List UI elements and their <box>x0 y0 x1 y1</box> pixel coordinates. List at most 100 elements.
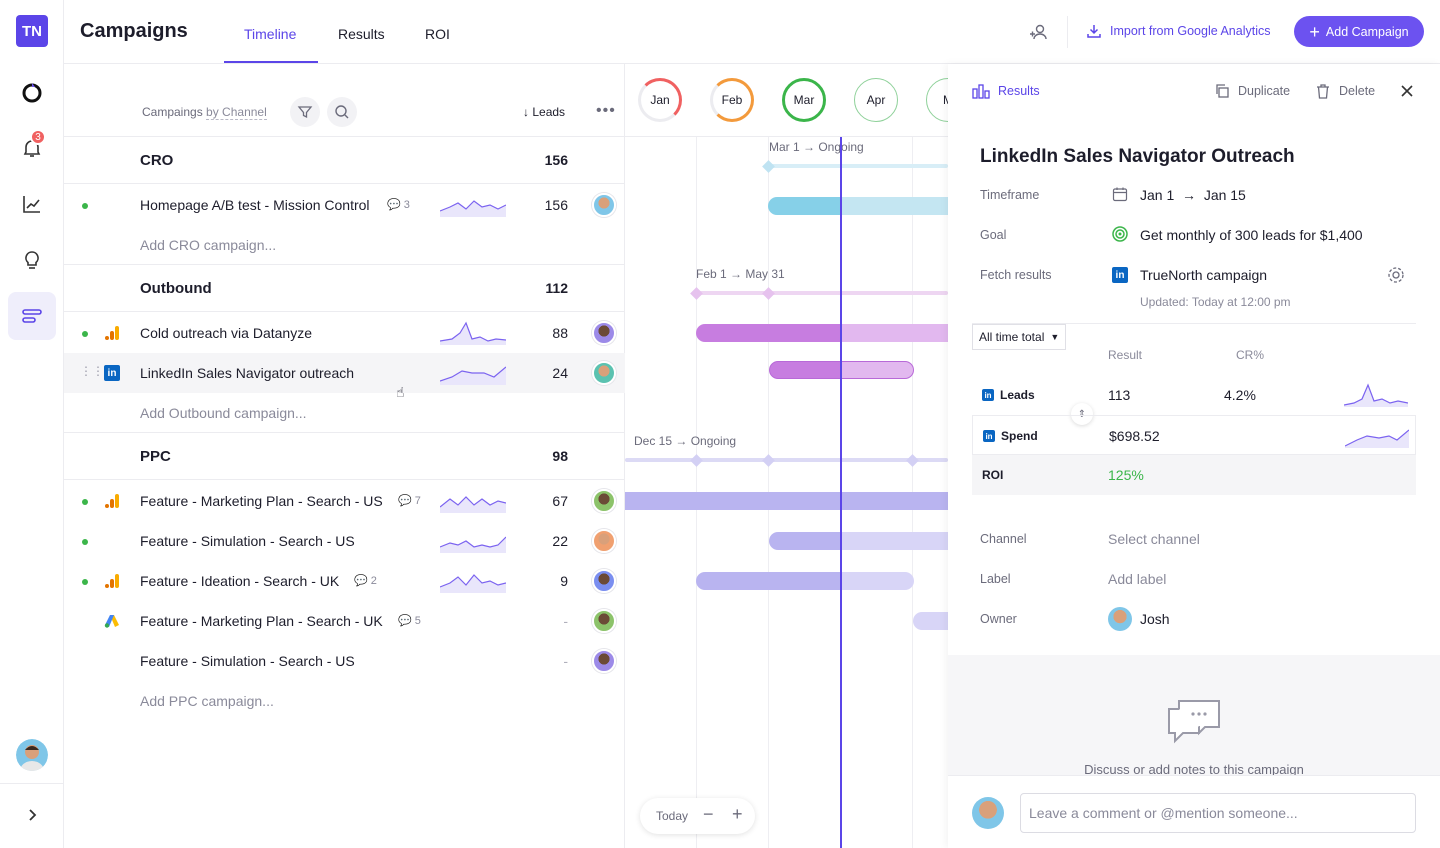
owner-avatar[interactable] <box>592 649 616 673</box>
user-avatar[interactable] <box>16 739 48 771</box>
campaign-row[interactable]: Feature - Ideation - Search - UK 💬 2 9 <box>64 561 625 601</box>
milestone-marker[interactable] <box>906 454 919 467</box>
owner-avatar[interactable] <box>592 529 616 553</box>
close-panel-button[interactable] <box>1400 84 1414 103</box>
month-feb[interactable]: Feb <box>710 78 754 122</box>
delete-button[interactable]: Delete <box>1315 83 1375 99</box>
comment-icon: 💬 <box>398 615 412 627</box>
group-header-cro[interactable]: CRO 156 <box>64 136 625 184</box>
add-label-field[interactable]: Add label <box>1108 571 1167 587</box>
campaign-row[interactable]: Cold outreach via Datanyze 88 <box>64 313 625 353</box>
comment-count[interactable]: 💬 3 <box>387 198 410 212</box>
scatter-chart-icon <box>23 196 40 213</box>
metric-row-spend[interactable]: in Spend $698.52 <box>972 415 1416 455</box>
timeline-view[interactable]: Jan Feb Mar Apr M Mar 1 → Ongoing Feb 1 … <box>625 64 948 848</box>
share-users-button[interactable] <box>1027 22 1049 47</box>
filter-icon <box>297 106 313 119</box>
group-by-control[interactable]: Campaings by Channel <box>142 105 267 120</box>
comment-count[interactable]: 💬 7 <box>398 494 421 508</box>
settings-button[interactable] <box>1387 266 1405 289</box>
timeframe-range[interactable]: Jan 1 → Jan 15 <box>1140 187 1246 203</box>
add-cro-campaign-link[interactable]: Add CRO campaign... <box>140 237 277 253</box>
month-jan[interactable]: Jan <box>638 78 682 122</box>
analytics-nav-button[interactable] <box>8 180 56 228</box>
add-campaign-button[interactable]: + Add Campaign <box>1294 16 1424 47</box>
group-by-label[interactable]: by Channel <box>206 105 267 120</box>
add-outbound-campaign-link[interactable]: Add Outbound campaign... <box>140 405 307 421</box>
cro-date-range: Mar 1 → Ongoing <box>769 140 864 154</box>
owner-avatar[interactable] <box>592 489 616 513</box>
sort-leads-label: Leads <box>532 105 566 119</box>
milestone-marker[interactable] <box>690 287 703 300</box>
filter-button[interactable] <box>290 97 320 127</box>
owner-avatar[interactable] <box>592 569 616 593</box>
channel-select[interactable]: Select channel <box>1108 531 1200 547</box>
milestone-marker[interactable] <box>762 287 775 300</box>
more-options-button[interactable]: ••• <box>596 102 616 120</box>
owner-avatar[interactable] <box>592 193 616 217</box>
campaign-row[interactable]: Feature - Marketing Plan - Search - US 💬… <box>64 481 625 521</box>
goals-nav-button[interactable] <box>8 68 56 116</box>
current-user-avatar <box>972 797 1004 829</box>
duplicate-button[interactable]: Duplicate <box>1214 83 1290 99</box>
campaign-row[interactable]: Feature - Simulation - Search - US 22 <box>64 521 625 561</box>
milestone-marker[interactable] <box>762 454 775 467</box>
zoom-out-button[interactable]: − <box>703 804 714 824</box>
import-google-analytics-link[interactable]: Import from Google Analytics <box>1110 24 1271 38</box>
month-mar[interactable]: Mar <box>782 78 826 122</box>
comment-input[interactable]: Leave a comment or @mention someone... <box>1020 793 1416 833</box>
rail-divider <box>0 783 64 784</box>
comment-count[interactable]: 💬 5 <box>398 614 421 628</box>
expand-rail-button[interactable] <box>24 806 40 829</box>
ppc-campaign-bar[interactable] <box>769 532 948 550</box>
sparkline <box>440 200 506 217</box>
owner-name[interactable]: Josh <box>1140 611 1170 627</box>
fetch-source-value[interactable]: TrueNorth campaign <box>1140 267 1268 283</box>
campaign-row[interactable]: Feature - Simulation - Search - US - <box>64 641 625 681</box>
label-label: Label <box>980 572 1011 586</box>
milestone-marker[interactable] <box>762 160 775 173</box>
cro-campaign-bar[interactable] <box>768 197 948 215</box>
goal-value[interactable]: Get monthly of 300 leads for $1,400 <box>1140 227 1363 243</box>
tab-roi[interactable]: ROI <box>425 26 450 42</box>
google-analytics-icon <box>105 494 119 508</box>
sparkline <box>440 536 506 553</box>
search-button[interactable] <box>327 97 357 127</box>
zoom-in-button[interactable]: + <box>732 804 743 824</box>
sort-leads-button[interactable]: ↓ Leads <box>523 105 565 119</box>
campaign-title[interactable]: LinkedIn Sales Navigator Outreach <box>980 146 1295 167</box>
milestone-marker[interactable] <box>690 454 703 467</box>
owner-avatar[interactable] <box>592 609 616 633</box>
comment-count[interactable]: 💬 2 <box>354 574 377 588</box>
drag-handle-icon[interactable]: ⋮⋮ <box>80 364 104 378</box>
ppc-campaign-bar[interactable] <box>696 572 914 590</box>
campaign-row[interactable]: Homepage A/B test - Mission Control 💬 3 1… <box>64 185 625 225</box>
ideas-nav-button[interactable] <box>8 236 56 284</box>
campaigns-nav-button[interactable] <box>8 292 56 340</box>
reorder-metric-button[interactable]: ⇕ <box>1071 403 1093 425</box>
trash-icon <box>1317 84 1329 99</box>
campaign-row[interactable]: Feature - Marketing Plan - Search - UK 💬… <box>64 601 625 641</box>
owner-avatar[interactable] <box>592 361 616 385</box>
group-header-outbound[interactable]: Outbound 112 <box>64 264 625 312</box>
range-select[interactable]: All time total ▼ <box>972 324 1066 350</box>
campaign-row-selected[interactable]: ⋮⋮ in LinkedIn Sales Navigator outreach … <box>64 353 625 393</box>
month-may[interactable]: M <box>926 78 948 122</box>
ppc-campaign-bar[interactable] <box>625 492 948 510</box>
owner-avatar[interactable] <box>592 321 616 345</box>
results-link[interactable]: Results <box>972 83 1040 99</box>
target-icon <box>22 83 42 103</box>
active-status-dot <box>82 539 88 545</box>
tab-timeline[interactable]: Timeline <box>244 26 297 42</box>
delete-label: Delete <box>1339 84 1376 98</box>
arrow-down-icon: ↓ <box>523 105 529 119</box>
tab-results[interactable]: Results <box>338 26 385 42</box>
outbound-campaign-bar[interactable] <box>696 324 948 342</box>
workspace-logo[interactable]: TN <box>16 15 48 47</box>
month-apr[interactable]: Apr <box>854 78 898 122</box>
add-ppc-campaign-link[interactable]: Add PPC campaign... <box>140 693 274 709</box>
ppc-campaign-bar[interactable] <box>913 612 948 630</box>
today-button[interactable]: Today <box>656 809 689 823</box>
group-header-ppc[interactable]: PPC 98 <box>64 432 625 480</box>
metric-row-leads[interactable]: in Leads 113 4.2% <box>972 375 1416 415</box>
